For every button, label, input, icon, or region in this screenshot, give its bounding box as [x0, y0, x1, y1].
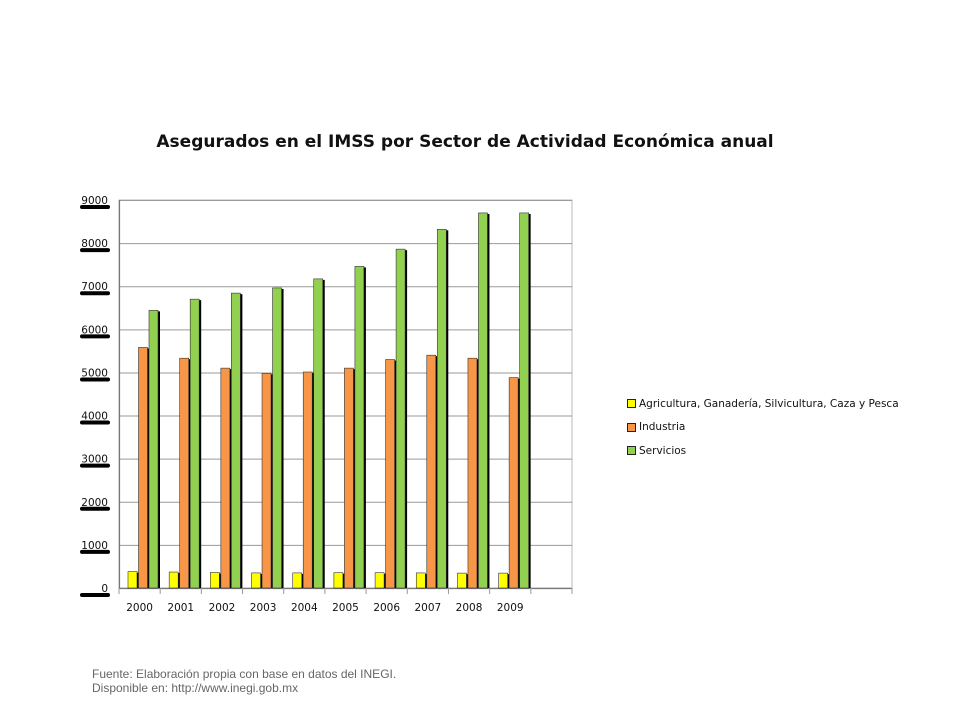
y-tick-mark [80, 291, 110, 296]
y-tick-mark [80, 420, 110, 425]
bar [478, 212, 488, 589]
x-tick-label: 2003 [250, 602, 277, 614]
y-tick-mark [80, 593, 110, 597]
x-tick-label: 2006 [373, 602, 400, 614]
y-tick-mark [80, 463, 110, 468]
source-line-1: Fuente: Elaboración propia con base en d… [92, 667, 397, 681]
bar [292, 572, 303, 589]
x-tick-label: 2005 [332, 602, 359, 614]
legend-label: Industria [639, 421, 686, 434]
bar [508, 377, 519, 589]
bar [395, 248, 406, 589]
y-tick-label: 5000 [81, 367, 108, 379]
y-tick-mark [80, 205, 110, 209]
bar [189, 298, 200, 589]
bar [231, 292, 241, 589]
bar [210, 572, 220, 589]
bar [415, 572, 426, 589]
y-tick-label: 3000 [81, 454, 108, 466]
bar [498, 572, 508, 589]
y-tick-label: 6000 [81, 324, 108, 336]
source-note: Fuente: Elaboración propia con base en d… [92, 667, 396, 695]
y-tick-label: 8000 [81, 238, 108, 250]
y-tick-mark [80, 549, 110, 554]
bar [344, 367, 354, 589]
y-tick-mark [80, 377, 110, 382]
source-line-2: Disponible en: http://www.inegi.gob.mx [92, 681, 299, 695]
bar [127, 571, 138, 589]
bar [168, 571, 179, 589]
bar [261, 373, 272, 589]
bar [426, 354, 437, 589]
legend-item: Agricultura, Ganadería, Silvicultura, Ca… [627, 392, 899, 416]
y-tick-mark [80, 334, 110, 339]
bar [457, 572, 467, 589]
chart-legend: Agricultura, Ganadería, Silvicultura, Ca… [627, 392, 899, 463]
y-tick-label: 4000 [81, 411, 108, 423]
x-tick-label: 2009 [497, 602, 524, 614]
legend-swatch [627, 446, 636, 456]
legend-item: Industria [627, 416, 899, 440]
bar [354, 266, 365, 589]
bar [179, 357, 189, 589]
x-tick-label: 2000 [126, 602, 153, 614]
y-tick-label: 9000 [81, 195, 108, 207]
legend-item: Servicios [627, 439, 899, 463]
y-tick-label: 2000 [81, 497, 108, 509]
bar [251, 572, 261, 589]
bar [148, 310, 159, 589]
y-tick-label: 1000 [81, 540, 108, 552]
bar [272, 287, 282, 589]
y-tick-mark [80, 506, 110, 511]
legend-swatch [627, 399, 636, 409]
y-tick-label: 7000 [81, 281, 108, 293]
y-tick-label: 0 [101, 583, 108, 595]
bar [519, 212, 529, 589]
legend-swatch [627, 422, 636, 432]
bar [302, 371, 313, 589]
bar [220, 367, 231, 589]
x-tick-label: 2007 [414, 602, 441, 614]
bar [467, 357, 478, 589]
y-tick-mark [80, 248, 110, 253]
bar [385, 359, 395, 589]
bar [436, 229, 447, 589]
x-tick-label: 2004 [291, 602, 318, 614]
bar [313, 278, 324, 589]
bar [374, 572, 385, 589]
legend-label: Agricultura, Ganadería, Silvicultura, Ca… [639, 397, 899, 410]
x-tick-label: 2001 [167, 602, 194, 614]
x-tick-label: 2002 [209, 602, 236, 614]
bar [138, 347, 148, 589]
bar [333, 572, 344, 589]
x-tick-label: 2008 [456, 602, 483, 614]
chart-title: Asegurados en el IMSS por Sector de Acti… [156, 132, 774, 152]
legend-label: Servicios [639, 444, 687, 457]
